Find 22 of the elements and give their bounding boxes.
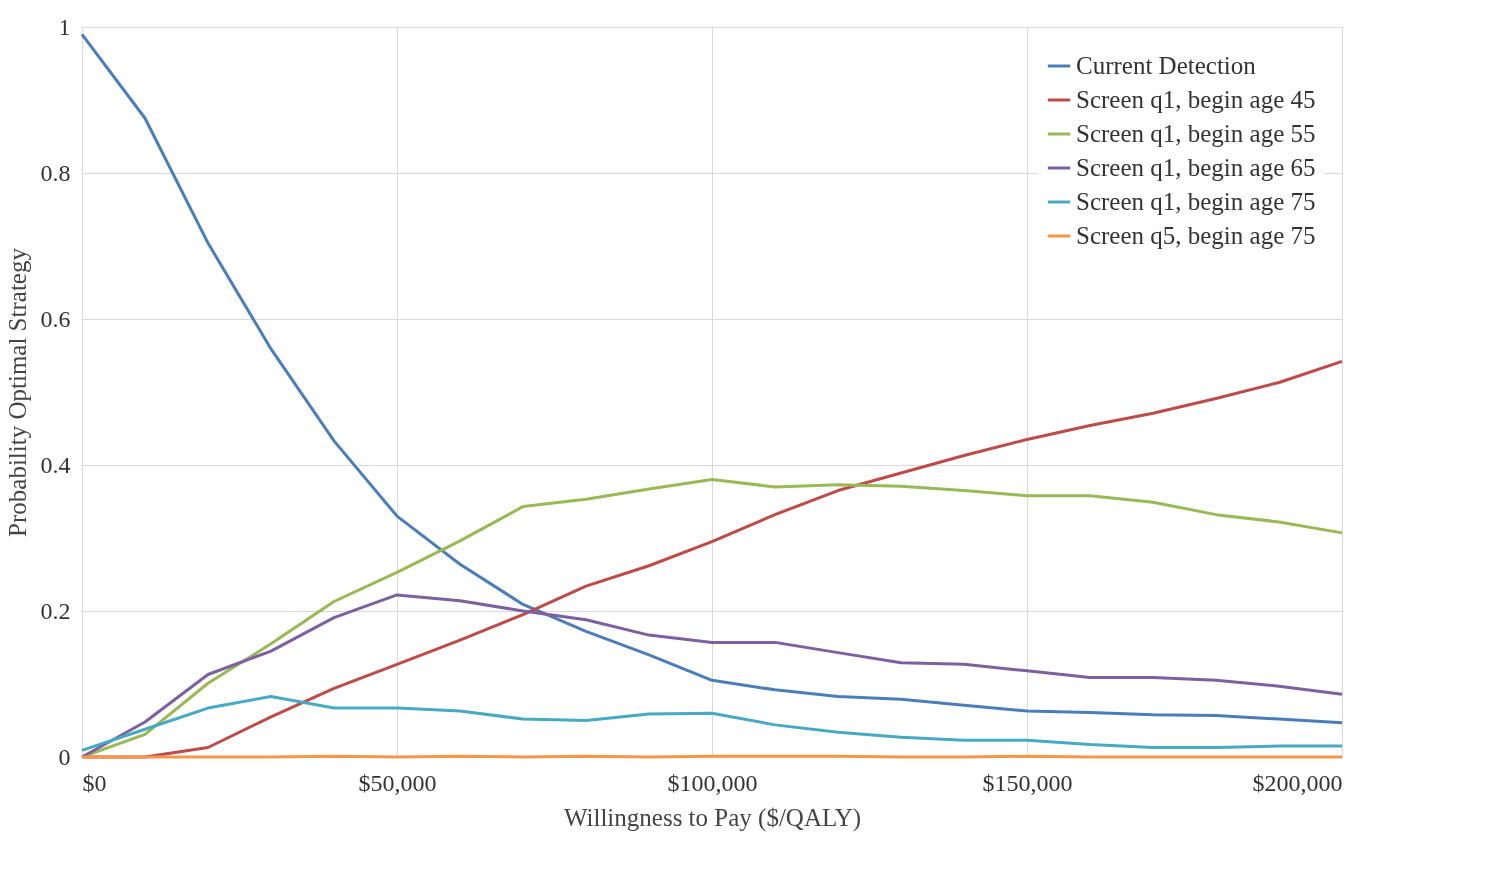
x-axis-title: Willingness to Pay ($/QALY) — [563, 803, 862, 832]
line-series — [80, 32, 1344, 725]
y-tick-label: 1 — [58, 13, 71, 40]
y-tick-label: 0.8 — [40, 159, 71, 186]
y-axis-title: Probability Optimal Strategy — [3, 247, 31, 537]
x-tick-label: $0 — [82, 769, 107, 796]
x-tick-label: $100,000 — [667, 769, 758, 796]
line-series — [80, 593, 1344, 759]
legend-label: Screen q1, begin age 55 — [1076, 120, 1316, 147]
x-tick-label: $50,000 — [358, 769, 437, 796]
legend-label: Screen q5, begin age 75 — [1076, 222, 1316, 249]
y-tick-label: 0.4 — [40, 451, 71, 478]
legend-label: Screen q1, begin age 65 — [1076, 154, 1316, 181]
legend-label: Screen q1, begin age 75 — [1076, 188, 1316, 215]
legend-label: Current Detection — [1076, 52, 1257, 79]
line-series — [80, 694, 1344, 752]
legend-label: Screen q1, begin age 45 — [1076, 86, 1316, 113]
y-tick-label: 0.2 — [40, 597, 71, 624]
y-tick-label: 0.6 — [40, 305, 71, 332]
x-tick-label: $150,000 — [982, 769, 1073, 796]
y-tick-label: 0 — [58, 743, 71, 770]
x-tick-label: $200,000 — [1252, 769, 1343, 796]
